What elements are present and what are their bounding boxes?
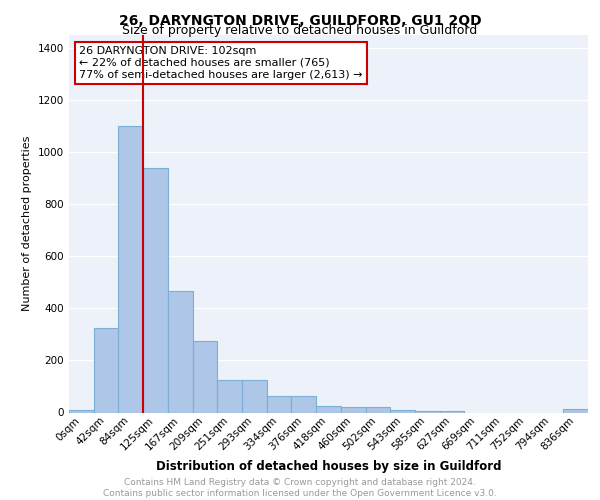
Bar xyxy=(267,396,292,412)
Text: 26 DARYNGTON DRIVE: 102sqm
← 22% of detached houses are smaller (765)
77% of sem: 26 DARYNGTON DRIVE: 102sqm ← 22% of deta… xyxy=(79,46,363,80)
Bar xyxy=(341,408,365,412)
Bar xyxy=(94,328,118,412)
Bar xyxy=(168,292,193,412)
Text: Contains HM Land Registry data © Crown copyright and database right 2024.
Contai: Contains HM Land Registry data © Crown c… xyxy=(103,478,497,498)
Text: Size of property relative to detached houses in Guildford: Size of property relative to detached ho… xyxy=(122,24,478,37)
Bar xyxy=(390,410,415,412)
Bar xyxy=(292,396,316,412)
Bar xyxy=(440,411,464,412)
Bar xyxy=(193,341,217,412)
Bar xyxy=(563,408,588,412)
Text: 26, DARYNGTON DRIVE, GUILDFORD, GU1 2QD: 26, DARYNGTON DRIVE, GUILDFORD, GU1 2QD xyxy=(119,14,481,28)
Bar xyxy=(242,380,267,412)
Bar xyxy=(365,408,390,412)
Bar xyxy=(69,410,94,412)
Bar xyxy=(143,168,168,412)
Y-axis label: Number of detached properties: Number of detached properties xyxy=(22,136,32,312)
Bar xyxy=(316,406,341,412)
X-axis label: Distribution of detached houses by size in Guildford: Distribution of detached houses by size … xyxy=(156,460,501,473)
Bar xyxy=(118,126,143,412)
Bar xyxy=(217,380,242,412)
Bar xyxy=(415,411,440,412)
